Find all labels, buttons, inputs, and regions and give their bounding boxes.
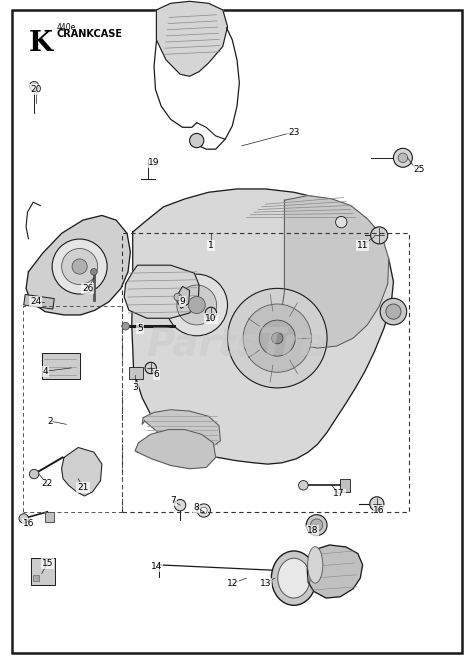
Circle shape: [19, 514, 28, 523]
Circle shape: [29, 469, 39, 479]
Circle shape: [259, 320, 295, 356]
Circle shape: [145, 362, 156, 374]
Text: 10: 10: [205, 314, 217, 323]
Text: 25: 25: [414, 164, 425, 174]
Text: 5: 5: [137, 324, 143, 333]
Text: 15: 15: [42, 559, 53, 568]
Circle shape: [380, 298, 407, 325]
Bar: [31, 558, 55, 585]
Text: 2: 2: [47, 416, 53, 426]
Text: 20: 20: [30, 85, 41, 94]
Text: K: K: [28, 30, 53, 57]
Text: 1: 1: [208, 241, 214, 250]
Circle shape: [393, 149, 412, 167]
Text: 8: 8: [194, 503, 200, 512]
Circle shape: [62, 249, 98, 284]
Polygon shape: [26, 215, 130, 315]
Bar: [122, 233, 409, 512]
Polygon shape: [156, 1, 228, 76]
Text: PartsTre: PartsTre: [146, 326, 328, 364]
Bar: [23, 306, 122, 512]
Circle shape: [201, 507, 207, 514]
Bar: [42, 353, 80, 379]
Circle shape: [386, 304, 401, 319]
Text: 14: 14: [151, 562, 162, 572]
Text: 9: 9: [180, 297, 185, 306]
Circle shape: [336, 216, 347, 228]
Polygon shape: [280, 196, 389, 348]
Circle shape: [306, 514, 327, 536]
Bar: [24, 294, 55, 309]
Polygon shape: [142, 410, 220, 448]
Circle shape: [272, 332, 283, 344]
Polygon shape: [135, 430, 216, 469]
Circle shape: [72, 259, 87, 274]
Circle shape: [370, 497, 384, 511]
Polygon shape: [124, 265, 199, 318]
Text: 16: 16: [23, 519, 34, 528]
Circle shape: [174, 499, 186, 511]
Text: 7: 7: [170, 496, 176, 505]
Text: 440e: 440e: [57, 23, 76, 32]
Polygon shape: [307, 545, 363, 598]
Bar: [33, 575, 39, 581]
Circle shape: [52, 239, 107, 294]
Circle shape: [188, 296, 205, 314]
Text: 23: 23: [288, 128, 300, 137]
Text: CRANKCASE: CRANKCASE: [57, 29, 123, 39]
Circle shape: [174, 293, 182, 301]
Circle shape: [91, 269, 97, 275]
Text: 3: 3: [132, 383, 138, 392]
Circle shape: [310, 519, 323, 531]
Circle shape: [166, 274, 228, 335]
Circle shape: [228, 288, 327, 388]
Circle shape: [177, 285, 217, 325]
Text: 16: 16: [374, 506, 385, 515]
Text: 19: 19: [148, 158, 160, 167]
Text: 24: 24: [30, 297, 41, 306]
Text: 4: 4: [42, 367, 48, 376]
Text: 18: 18: [307, 526, 319, 535]
Circle shape: [197, 504, 210, 517]
Text: 26: 26: [82, 284, 93, 293]
Text: 6: 6: [154, 370, 159, 379]
Circle shape: [371, 227, 388, 244]
Circle shape: [205, 307, 217, 319]
Circle shape: [243, 304, 311, 372]
Ellipse shape: [271, 551, 316, 605]
Polygon shape: [62, 448, 102, 496]
Bar: [340, 479, 350, 492]
Text: 11: 11: [357, 241, 368, 250]
Ellipse shape: [278, 558, 310, 598]
Circle shape: [190, 133, 204, 148]
Polygon shape: [132, 189, 393, 464]
Circle shape: [299, 481, 308, 490]
Text: 17: 17: [333, 489, 345, 499]
Polygon shape: [175, 286, 190, 308]
Circle shape: [122, 322, 129, 330]
Text: 13: 13: [260, 579, 271, 588]
Bar: [45, 512, 54, 522]
Text: 12: 12: [227, 579, 238, 588]
Text: 22: 22: [42, 479, 53, 489]
Text: 21: 21: [77, 483, 89, 492]
Circle shape: [398, 153, 408, 162]
Ellipse shape: [308, 546, 323, 583]
Circle shape: [29, 82, 39, 91]
Bar: [129, 367, 143, 379]
